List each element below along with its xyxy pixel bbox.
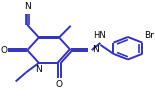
Text: O: O: [56, 80, 63, 89]
Text: N: N: [24, 2, 31, 11]
Text: Br: Br: [144, 31, 154, 40]
Text: N: N: [35, 65, 42, 74]
Text: O: O: [0, 46, 7, 55]
Text: N: N: [92, 45, 98, 54]
Text: HN: HN: [93, 31, 106, 40]
